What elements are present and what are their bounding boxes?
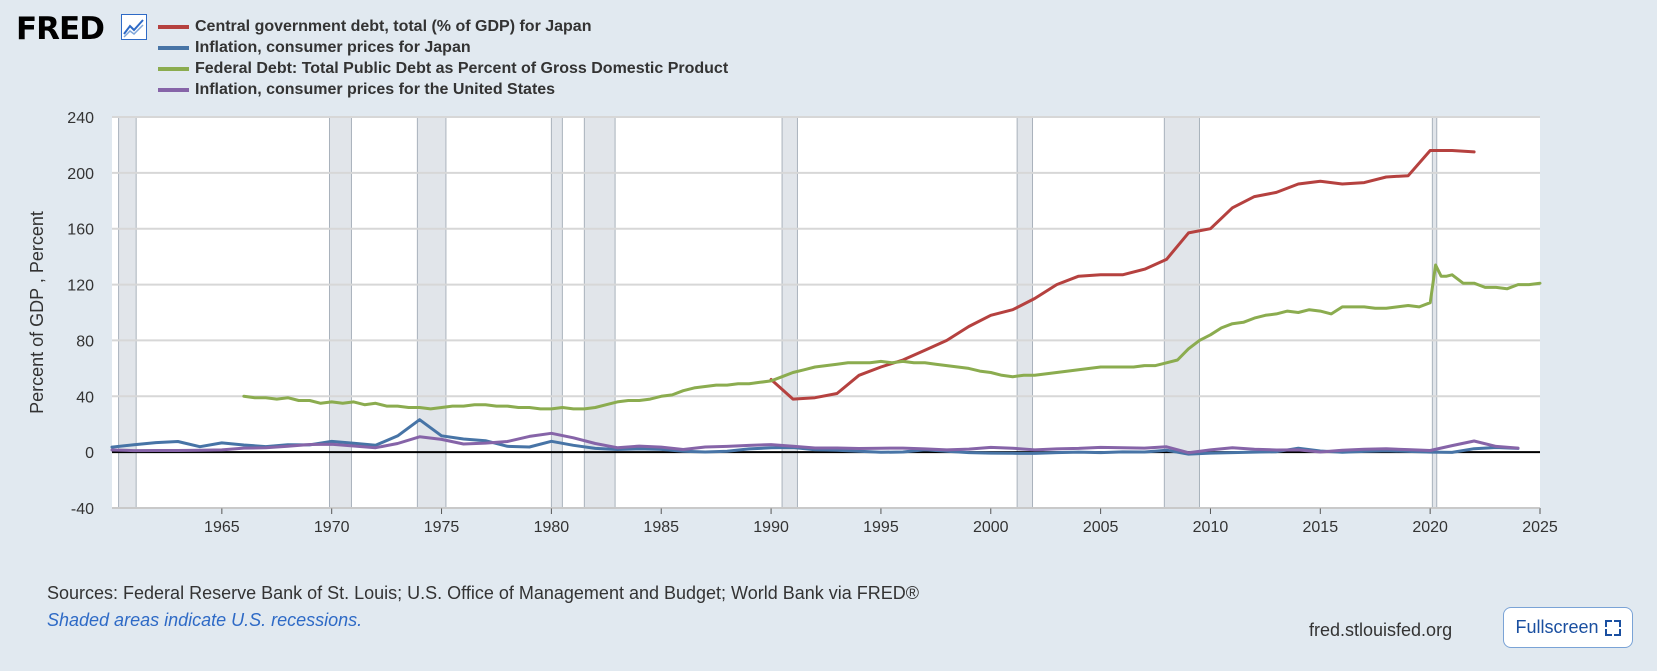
x-tick-label: 2015 [1303,519,1339,536]
legend-swatch [158,45,189,50]
site-url: fred.stlouisfed.org [1309,620,1453,640]
series-line-3 [242,263,1542,411]
x-tick-label: 2025 [1522,519,1558,536]
series-line-4 [110,431,1520,455]
x-tick-label: 2010 [1193,519,1229,536]
legend-item[interactable]: Inflation, consumer prices for the Unite… [158,79,728,100]
x-tick-label: 1970 [314,519,350,536]
recession-note: Shaded areas indicate U.S. recessions. [47,610,363,630]
y-axis-label: Percent of GDP , Percent [27,211,47,414]
x-tick-label: 1995 [863,519,899,536]
recession-band [416,116,447,509]
legend-swatch [158,66,189,71]
chart-legend: Central government debt, total (% of GDP… [158,16,728,100]
y-tick-label: 160 [67,222,94,239]
recession-band [550,116,563,509]
recession-band [1163,116,1200,509]
x-tick-label: 2000 [973,519,1009,536]
fullscreen-button[interactable]: Fullscreen [1503,607,1633,648]
x-tick-label: 2020 [1412,519,1448,536]
x-tick-label: 1990 [753,519,789,536]
fullscreen-label: Fullscreen [1515,617,1599,637]
legend-label: Inflation, consumer prices for Japan [195,38,471,56]
y-tick-label: -40 [71,501,94,518]
x-tick-label: 1985 [643,519,679,536]
legend-swatch [158,24,189,29]
y-tick-label: 40 [76,389,94,406]
expand-icon [1604,619,1621,636]
legend-label: Inflation, consumer prices for the Unite… [195,80,556,98]
legend-item[interactable]: Federal Debt: Total Public Debt as Perce… [158,58,728,79]
recession-band [328,116,352,509]
x-tick-label: 1980 [534,519,570,536]
recession-band [781,116,798,509]
y-tick-label: 0 [85,445,94,462]
fred-logo[interactable]: FRED [16,11,105,47]
legend-label: Federal Debt: Total Public Debt as Perce… [195,59,729,77]
chart-line-icon [121,14,147,40]
x-tick-label: 2005 [1083,519,1119,536]
legend-label: Central government debt, total (% of GDP… [195,17,592,35]
x-tick-label: 1965 [204,519,240,536]
series-line-1 [769,149,1476,401]
y-tick-label: 240 [67,110,94,127]
legend-swatch [158,87,189,92]
y-tick-label: 200 [67,166,94,183]
sources-note: Sources: Federal Reserve Bank of St. Lou… [47,583,920,603]
y-tick-label: 120 [67,278,94,295]
legend-item[interactable]: Inflation, consumer prices for Japan [158,37,728,58]
x-tick-label: 1975 [424,519,460,536]
legend-item[interactable]: Central government debt, total (% of GDP… [158,16,728,37]
y-tick-label: 80 [76,333,94,350]
